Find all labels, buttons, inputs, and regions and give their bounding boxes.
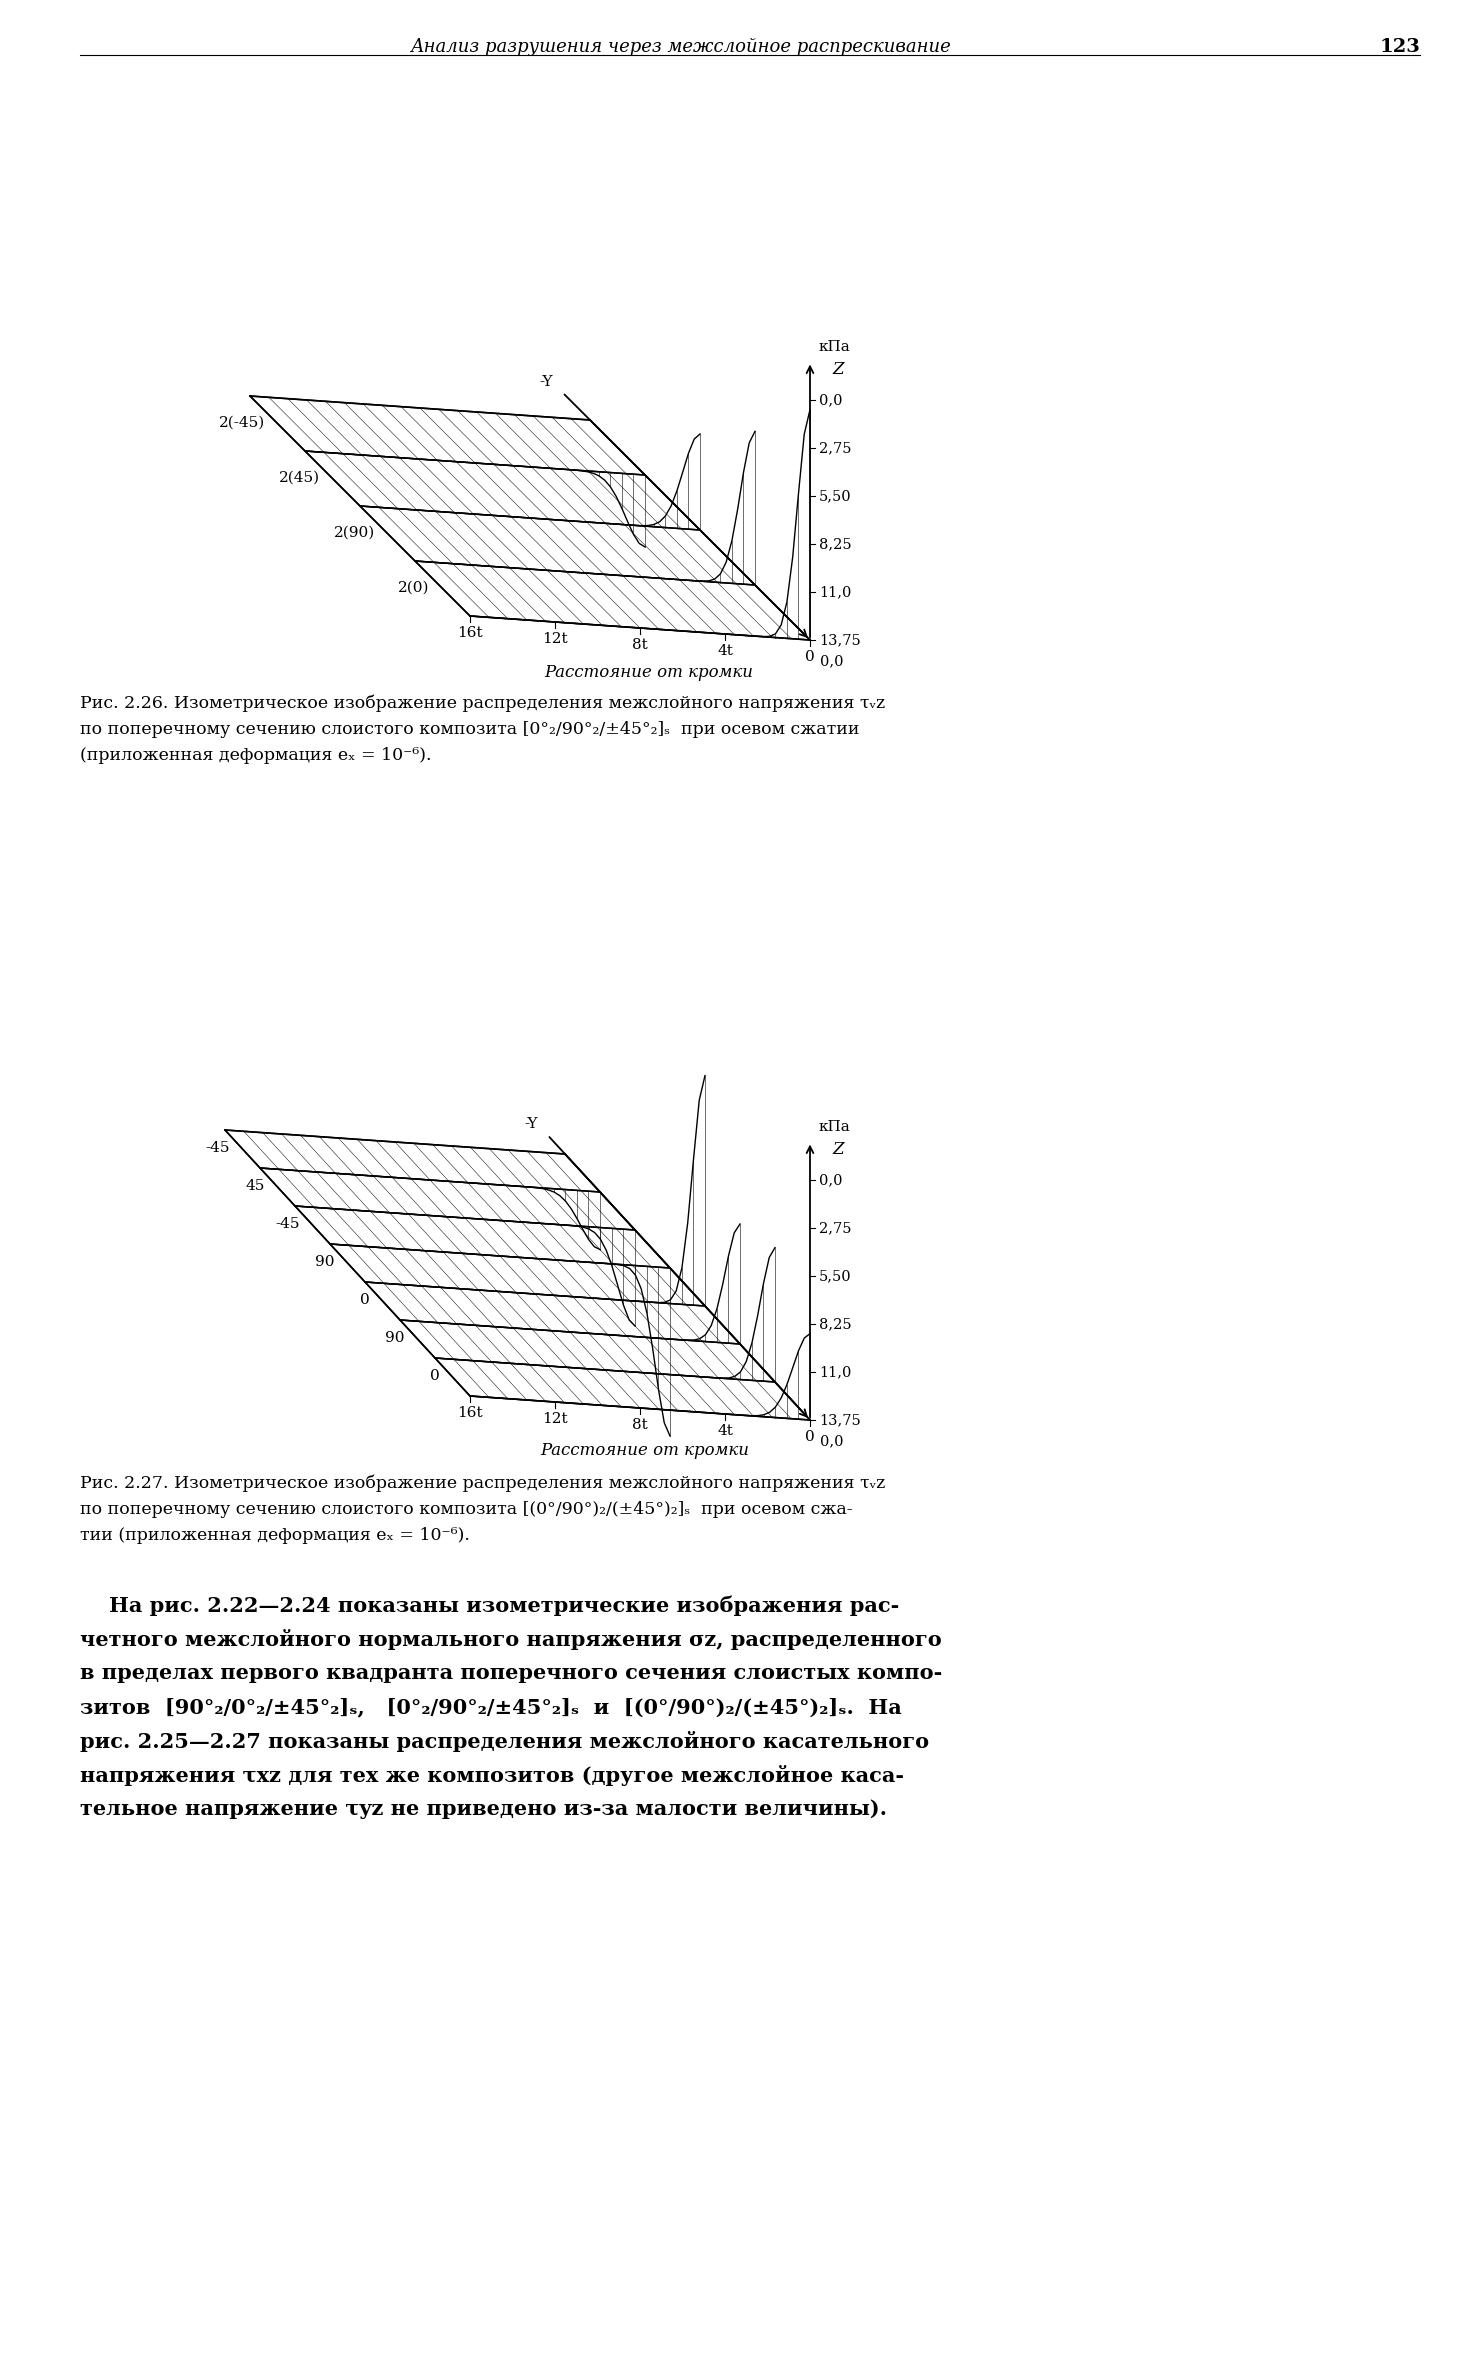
Text: На рис. 2.22—2.24 показаны изометрические изображения рас-: На рис. 2.22—2.24 показаны изометрически… <box>80 1596 900 1615</box>
Text: по поперечному сечению слоистого композита [0°₂/90°₂/±45°₂]ₛ  при осевом сжатии: по поперечному сечению слоистого компози… <box>80 721 860 738</box>
Text: 8t: 8t <box>632 1419 648 1433</box>
Text: 5,50: 5,50 <box>818 488 851 502</box>
Text: 0,0: 0,0 <box>820 653 844 667</box>
Text: Анализ разрушения через межслойное распрескивание: Анализ разрушения через межслойное распр… <box>410 38 950 57</box>
Text: 2(0): 2(0) <box>398 580 429 594</box>
Text: 11,0: 11,0 <box>818 1365 851 1379</box>
Text: Рис. 2.27. Изометрическое изображение распределения межслойного напряжения τᵥz: Рис. 2.27. Изометрическое изображение ра… <box>80 1475 885 1492</box>
Text: -Y: -Y <box>539 375 552 389</box>
Text: -45: -45 <box>206 1141 229 1155</box>
Text: 4t: 4t <box>718 1424 733 1438</box>
Text: 8,25: 8,25 <box>818 537 851 552</box>
Text: 11,0: 11,0 <box>818 585 851 599</box>
Text: 2(45): 2(45) <box>278 471 320 486</box>
Text: -45: -45 <box>275 1216 300 1230</box>
Text: -Y: -Y <box>524 1117 537 1131</box>
Text: 8,25: 8,25 <box>818 1318 851 1332</box>
Text: тельное напряжение τyz не приведено из-за малости величины).: тельное напряжение τyz не приведено из-з… <box>80 1798 887 1820</box>
Text: 2,75: 2,75 <box>818 441 851 455</box>
Text: напряжения τxz для тех же композитов (другое межслойное каса-: напряжения τxz для тех же композитов (др… <box>80 1765 904 1787</box>
Text: 13,75: 13,75 <box>818 1412 861 1426</box>
Text: 12t: 12t <box>542 632 568 646</box>
Text: 0: 0 <box>805 1431 815 1445</box>
Text: 2(90): 2(90) <box>333 526 374 540</box>
Text: Z: Z <box>832 361 844 377</box>
Text: зитов  [90°₂/0°₂/±45°₂]ₛ,   [0°₂/90°₂/±45°₂]ₛ  и  [(0°/90°)₂/(±45°)₂]ₛ.  На: зитов [90°₂/0°₂/±45°₂]ₛ, [0°₂/90°₂/±45°₂… <box>80 1697 901 1716</box>
Text: тии (приложенная деформация eₓ = 10⁻⁶).: тии (приложенная деформация eₓ = 10⁻⁶). <box>80 1527 469 1544</box>
Text: четного межслойного нормального напряжения σz, распределенного: четного межслойного нормального напряжен… <box>80 1629 941 1650</box>
Text: 0,0: 0,0 <box>818 1174 842 1188</box>
Text: Z: Z <box>832 1141 844 1157</box>
Text: Рис. 2.26. Изометрическое изображение распределения межслойного напряжения τᵥz: Рис. 2.26. Изометрическое изображение ра… <box>80 695 885 712</box>
Text: 2(-45): 2(-45) <box>219 415 265 429</box>
Text: 123: 123 <box>1379 38 1419 57</box>
Text: 16t: 16t <box>457 627 482 641</box>
Text: по поперечному сечению слоистого композита [(0°/90°)₂/(±45°)₂]ₛ  при осевом сжа-: по поперечному сечению слоистого компози… <box>80 1501 852 1518</box>
Text: кПа: кПа <box>818 339 850 354</box>
Text: 13,75: 13,75 <box>818 634 861 648</box>
Text: 12t: 12t <box>542 1412 568 1426</box>
Text: Расстояние от кромки: Расстояние от кромки <box>540 1442 750 1459</box>
Text: 0: 0 <box>360 1294 370 1308</box>
Text: (приложенная деформация eₓ = 10⁻⁶).: (приложенная деформация eₓ = 10⁻⁶). <box>80 747 432 764</box>
Text: 4t: 4t <box>718 643 733 658</box>
Text: 8t: 8t <box>632 639 648 653</box>
Text: 0: 0 <box>431 1369 440 1384</box>
Text: 0: 0 <box>805 651 815 665</box>
Text: Расстояние от кромки: Расстояние от кромки <box>543 665 753 681</box>
Text: 0,0: 0,0 <box>818 394 842 408</box>
Text: 2,75: 2,75 <box>818 1221 851 1235</box>
Text: 90: 90 <box>385 1332 404 1346</box>
Text: 45: 45 <box>246 1178 265 1193</box>
Text: 0,0: 0,0 <box>820 1433 844 1447</box>
Text: кПа: кПа <box>818 1120 850 1134</box>
Text: 16t: 16t <box>457 1407 482 1419</box>
Text: рис. 2.25—2.27 показаны распределения межслойного касательного: рис. 2.25—2.27 показаны распределения ме… <box>80 1730 929 1751</box>
Text: 5,50: 5,50 <box>818 1268 851 1282</box>
Text: 90: 90 <box>315 1254 334 1268</box>
Text: в пределах первого квадранта поперечного сечения слоистых компо-: в пределах первого квадранта поперечного… <box>80 1664 943 1683</box>
